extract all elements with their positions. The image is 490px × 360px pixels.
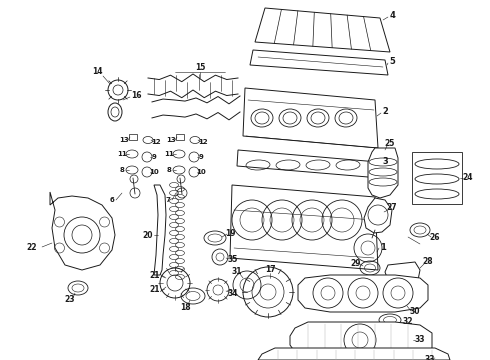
Text: 21: 21 <box>150 270 160 279</box>
Text: 5: 5 <box>389 58 395 67</box>
Text: 21: 21 <box>150 285 160 294</box>
Text: 18: 18 <box>180 302 190 311</box>
Text: 34: 34 <box>228 288 238 297</box>
Text: 17: 17 <box>265 266 275 274</box>
Text: 9: 9 <box>151 154 156 160</box>
Text: 33: 33 <box>415 336 425 345</box>
Text: 10: 10 <box>196 169 206 175</box>
Text: 9: 9 <box>198 154 203 160</box>
Text: 2: 2 <box>382 108 388 117</box>
Text: 32: 32 <box>403 318 413 327</box>
Text: 12: 12 <box>198 139 208 145</box>
Text: 20: 20 <box>143 230 153 239</box>
Text: 25: 25 <box>385 139 395 148</box>
Polygon shape <box>243 88 378 148</box>
Polygon shape <box>298 275 428 312</box>
Text: 30: 30 <box>410 307 420 316</box>
Text: 8: 8 <box>120 167 124 173</box>
Polygon shape <box>255 8 390 52</box>
Text: 29: 29 <box>351 258 361 267</box>
Text: 14: 14 <box>92 68 102 77</box>
Bar <box>129 134 137 140</box>
Text: 33: 33 <box>425 356 435 360</box>
Text: 11: 11 <box>117 151 127 157</box>
Text: 35: 35 <box>228 256 238 265</box>
Text: 16: 16 <box>131 90 141 99</box>
Polygon shape <box>364 198 392 233</box>
Text: 19: 19 <box>225 229 235 238</box>
Text: 26: 26 <box>430 234 440 243</box>
Polygon shape <box>258 348 450 360</box>
Polygon shape <box>385 262 420 284</box>
Polygon shape <box>290 322 432 358</box>
Text: 6: 6 <box>110 197 114 203</box>
Text: 12: 12 <box>151 139 161 145</box>
Text: 27: 27 <box>387 203 397 212</box>
Text: 22: 22 <box>27 243 37 252</box>
Polygon shape <box>368 148 398 198</box>
Text: 31: 31 <box>232 267 242 276</box>
Text: 10: 10 <box>149 169 159 175</box>
Text: 24: 24 <box>463 174 473 183</box>
Text: 3: 3 <box>382 158 388 166</box>
Text: 13: 13 <box>166 137 176 143</box>
Text: 13: 13 <box>119 137 129 143</box>
Text: 11: 11 <box>164 151 174 157</box>
Text: 4: 4 <box>389 10 395 19</box>
Text: 15: 15 <box>195 63 205 72</box>
Bar <box>412 152 462 204</box>
Polygon shape <box>154 185 166 275</box>
Polygon shape <box>237 150 380 178</box>
Bar <box>176 134 184 140</box>
Text: 28: 28 <box>423 257 433 266</box>
Text: 8: 8 <box>167 167 172 173</box>
Text: 23: 23 <box>65 296 75 305</box>
Polygon shape <box>50 192 115 270</box>
Text: 1: 1 <box>380 243 386 252</box>
Text: 7: 7 <box>166 197 171 203</box>
Polygon shape <box>230 185 378 270</box>
Polygon shape <box>250 50 388 75</box>
